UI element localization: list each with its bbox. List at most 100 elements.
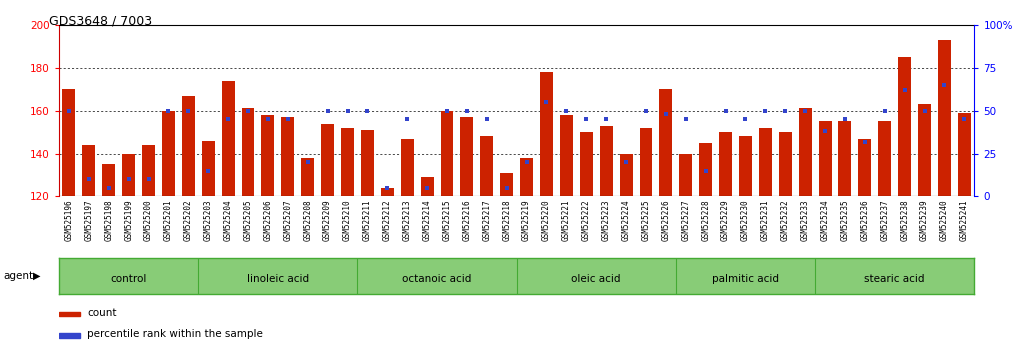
Point <box>319 108 336 113</box>
Bar <box>739 136 752 196</box>
Point <box>200 168 217 173</box>
Text: GSM525197: GSM525197 <box>84 200 94 241</box>
Bar <box>282 117 294 196</box>
Point <box>916 108 933 113</box>
Text: GSM525211: GSM525211 <box>363 200 372 241</box>
Text: GSM525199: GSM525199 <box>124 200 133 241</box>
Point <box>479 116 495 122</box>
Text: GSM525239: GSM525239 <box>920 200 930 241</box>
Text: octanoic acid: octanoic acid <box>403 274 472 284</box>
Bar <box>858 138 872 196</box>
Point <box>340 108 356 113</box>
Text: GSM525230: GSM525230 <box>741 200 750 241</box>
Bar <box>201 141 215 196</box>
Text: GSM525223: GSM525223 <box>602 200 610 241</box>
Bar <box>580 132 593 196</box>
Bar <box>798 108 812 196</box>
Bar <box>162 110 175 196</box>
Text: count: count <box>87 308 117 318</box>
Bar <box>500 173 514 196</box>
FancyBboxPatch shape <box>59 312 80 316</box>
Bar <box>938 40 951 196</box>
Point <box>161 108 177 113</box>
Bar <box>719 132 732 196</box>
Point <box>578 116 594 122</box>
Text: GSM525229: GSM525229 <box>721 200 730 241</box>
Bar <box>421 177 433 196</box>
Point <box>419 185 435 191</box>
Text: GSM525215: GSM525215 <box>442 200 452 241</box>
Bar <box>62 89 75 196</box>
Bar <box>838 121 851 196</box>
Text: GSM525226: GSM525226 <box>661 200 670 241</box>
Text: GSM525234: GSM525234 <box>821 200 830 241</box>
Text: GSM525216: GSM525216 <box>463 200 472 241</box>
Point <box>120 177 136 182</box>
Text: GSM525210: GSM525210 <box>343 200 352 241</box>
Bar <box>182 96 195 196</box>
Bar <box>540 72 553 196</box>
Bar <box>380 188 394 196</box>
Text: GSM525219: GSM525219 <box>522 200 531 241</box>
Text: GSM525221: GSM525221 <box>561 200 571 241</box>
Bar <box>122 154 135 196</box>
FancyBboxPatch shape <box>59 333 80 338</box>
Text: GSM525231: GSM525231 <box>761 200 770 241</box>
Bar <box>898 57 911 196</box>
Text: GSM525204: GSM525204 <box>224 200 233 241</box>
Bar <box>619 154 633 196</box>
Bar <box>361 130 374 196</box>
Text: GSM525214: GSM525214 <box>423 200 431 241</box>
Text: linoleic acid: linoleic acid <box>247 274 309 284</box>
Bar <box>242 108 254 196</box>
Text: GSM525225: GSM525225 <box>642 200 651 241</box>
Text: GSM525196: GSM525196 <box>64 200 73 241</box>
Text: GSM525208: GSM525208 <box>303 200 312 241</box>
Text: GSM525212: GSM525212 <box>382 200 392 241</box>
Text: GSM525201: GSM525201 <box>164 200 173 241</box>
Point <box>856 139 873 144</box>
Text: control: control <box>111 274 146 284</box>
Bar <box>918 104 931 196</box>
Point <box>220 116 236 122</box>
Bar <box>480 136 493 196</box>
Text: GSM525237: GSM525237 <box>881 200 889 241</box>
Bar <box>958 113 971 196</box>
Point <box>897 87 913 93</box>
Point <box>180 108 196 113</box>
Bar <box>560 115 573 196</box>
Text: GSM525227: GSM525227 <box>681 200 691 241</box>
Text: GSM525241: GSM525241 <box>960 200 969 241</box>
Point <box>498 185 515 191</box>
Point <box>956 116 972 122</box>
Point <box>259 116 276 122</box>
Bar <box>321 124 334 196</box>
Text: agent: agent <box>3 271 34 281</box>
Bar <box>440 110 454 196</box>
Point <box>817 129 833 134</box>
Point <box>280 116 296 122</box>
Point <box>777 108 793 113</box>
Text: GSM525205: GSM525205 <box>243 200 252 241</box>
Text: oleic acid: oleic acid <box>572 274 621 284</box>
Point <box>737 116 754 122</box>
Bar <box>779 132 791 196</box>
Bar <box>700 143 712 196</box>
Text: GSM525209: GSM525209 <box>323 200 333 241</box>
Text: percentile rank within the sample: percentile rank within the sample <box>87 329 263 339</box>
Point <box>140 177 157 182</box>
Text: GSM525238: GSM525238 <box>900 200 909 241</box>
Point <box>618 159 635 165</box>
Bar <box>759 128 772 196</box>
Bar <box>461 117 473 196</box>
Point <box>101 185 117 191</box>
Bar <box>142 145 155 196</box>
Point <box>658 111 674 117</box>
Point <box>558 108 575 113</box>
Text: GSM525236: GSM525236 <box>860 200 870 241</box>
Text: GSM525240: GSM525240 <box>940 200 949 241</box>
Text: GSM525206: GSM525206 <box>263 200 273 241</box>
Point <box>717 108 733 113</box>
Text: GSM525217: GSM525217 <box>482 200 491 241</box>
Text: GSM525228: GSM525228 <box>701 200 710 241</box>
